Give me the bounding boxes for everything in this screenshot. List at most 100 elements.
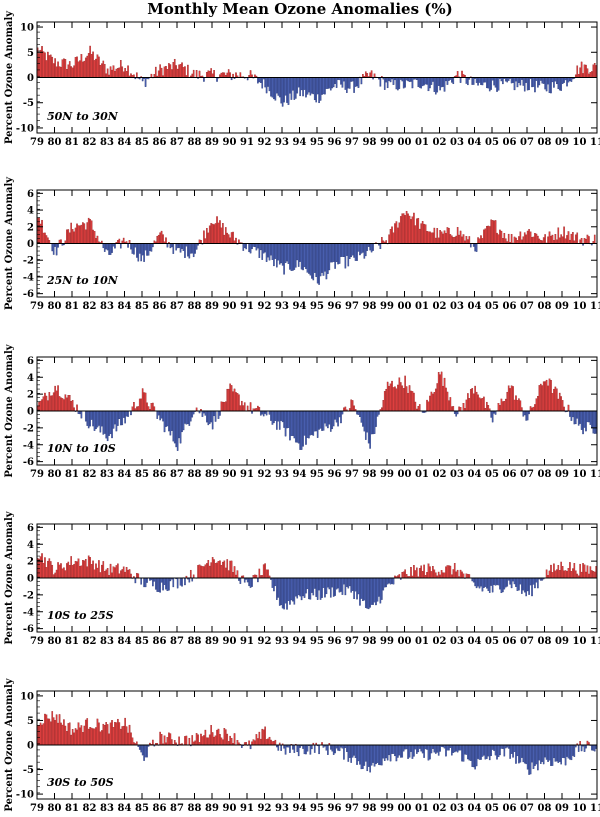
bar	[484, 228, 487, 244]
bar	[220, 401, 223, 412]
bar	[432, 744, 434, 749]
bar	[445, 744, 447, 757]
x-tick-label: 92	[258, 469, 272, 480]
bar	[136, 573, 138, 579]
bar	[208, 225, 211, 244]
bar	[554, 570, 557, 579]
bar	[172, 410, 175, 442]
bar	[354, 577, 357, 592]
bar	[356, 243, 358, 261]
bar	[101, 410, 103, 427]
bar	[445, 233, 447, 244]
bar	[249, 70, 252, 78]
bar	[109, 722, 112, 746]
bar	[539, 383, 542, 412]
bar	[216, 216, 218, 244]
bar	[204, 729, 207, 746]
bar	[274, 739, 277, 746]
bar	[350, 243, 353, 258]
bar	[160, 577, 163, 583]
bar	[103, 724, 106, 746]
bar	[162, 234, 164, 244]
bar	[487, 744, 490, 757]
bar	[418, 77, 421, 88]
bar	[44, 392, 46, 412]
bar	[583, 238, 586, 244]
bar	[509, 577, 511, 585]
x-tick-label: 03	[450, 636, 464, 647]
bar	[318, 77, 320, 104]
bar	[519, 744, 522, 763]
bar	[38, 725, 40, 746]
x-tick-label: 09	[555, 636, 569, 647]
bar	[432, 393, 434, 412]
bar	[102, 561, 105, 579]
bar	[194, 740, 196, 746]
bar	[506, 77, 509, 83]
bar	[579, 410, 581, 424]
bar	[131, 243, 134, 254]
bar	[203, 566, 205, 579]
bar	[510, 385, 513, 412]
x-tick-label: 87	[170, 469, 184, 480]
x-tick-label: 89	[205, 469, 219, 480]
bar	[373, 577, 376, 603]
bar	[417, 77, 420, 87]
bar	[554, 77, 557, 82]
bar	[537, 744, 539, 771]
bar	[583, 744, 586, 752]
bar	[519, 577, 522, 585]
bar	[426, 572, 428, 579]
bar	[433, 77, 436, 92]
bar	[181, 243, 183, 249]
bar	[39, 49, 42, 78]
bar	[64, 570, 67, 579]
bar	[586, 68, 589, 78]
x-tick-label: 79	[30, 469, 44, 480]
bar	[175, 410, 177, 448]
bar	[446, 227, 449, 244]
bar	[551, 393, 554, 412]
bar	[87, 217, 90, 244]
x-tick-label: 06	[503, 137, 517, 148]
bar	[278, 243, 281, 265]
x-tick-label: 10	[573, 803, 587, 814]
bar	[249, 402, 252, 412]
bar	[593, 234, 596, 244]
x-tick-label: 86	[153, 636, 167, 647]
bar	[443, 77, 446, 92]
bar	[229, 735, 231, 746]
bar	[208, 565, 211, 579]
bar	[344, 77, 347, 90]
bar	[143, 577, 145, 588]
bar	[513, 236, 516, 244]
bar	[356, 744, 358, 765]
bar	[388, 744, 390, 756]
bar	[208, 70, 211, 78]
bar	[480, 398, 482, 412]
bar	[289, 410, 291, 441]
bar	[111, 720, 113, 746]
bar	[544, 381, 546, 412]
bar	[394, 744, 396, 757]
bar	[171, 739, 173, 746]
bar	[311, 577, 313, 593]
bar	[79, 225, 81, 244]
bar	[423, 223, 425, 244]
bar	[191, 243, 194, 254]
bar	[437, 237, 440, 244]
bar	[156, 577, 159, 592]
bar	[140, 243, 142, 262]
bar	[385, 577, 388, 588]
bar	[429, 231, 431, 244]
bar	[509, 744, 511, 759]
bar	[386, 577, 389, 585]
bar	[297, 744, 300, 757]
x-tick-label: 07	[520, 301, 534, 312]
bar	[429, 395, 431, 412]
bar	[564, 570, 567, 579]
bar	[318, 577, 320, 591]
bar	[338, 410, 341, 418]
bar	[327, 243, 329, 274]
bar	[137, 406, 140, 412]
